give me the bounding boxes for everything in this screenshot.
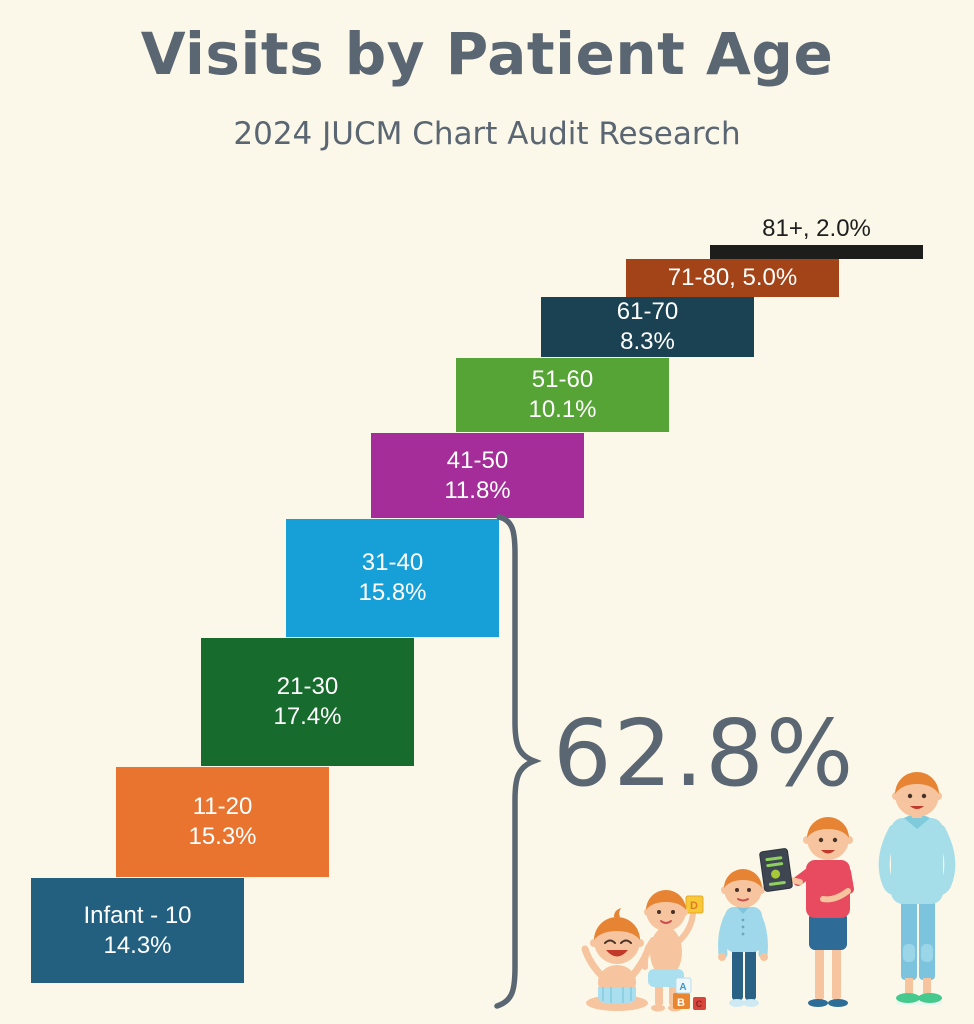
toddler-icon: D B A C <box>641 890 706 1012</box>
bar-value-label: 8.3% <box>620 328 675 355</box>
bar-21-30: 21-30 17.4% <box>201 638 414 766</box>
bar-value-label: 15.3% <box>188 823 257 850</box>
svg-text:B: B <box>677 997 685 1009</box>
bar-71-80-5-0: 71-80, 5.0% <box>626 259 839 297</box>
bar-category-label: 51-60 <box>531 366 594 393</box>
bar-infant-10: Infant - 10 14.3% <box>31 878 244 983</box>
bar-value-label: 15.8% <box>358 579 427 606</box>
adult-icon <box>878 772 956 1005</box>
bar-value-label: 17.4% <box>273 703 342 730</box>
bar-category-label: 21-30 <box>276 673 339 700</box>
bar-category-label: 61-70 <box>616 298 679 325</box>
bar-value-label: 14.3% <box>103 931 172 959</box>
bar-combined-label-above: 81+, 2.0% <box>762 215 871 242</box>
bar-11-20: 11-20 15.3% <box>116 767 329 877</box>
bar-category-label: 11-20 <box>192 793 253 820</box>
bar-category-label: Infant - 10 <box>83 901 192 929</box>
page-subtitle: 2024 JUCM Chart Audit Research <box>233 116 741 152</box>
bar-61-70: 61-70 8.3% <box>541 297 754 357</box>
svg-text:D: D <box>690 900 698 912</box>
svg-text:A: A <box>679 982 686 993</box>
svg-text:C: C <box>696 999 703 1009</box>
tablet-icon <box>759 848 793 892</box>
growth-stages-illustration: D B A C <box>581 772 956 1012</box>
bar-combined-label: 71-80, 5.0% <box>667 264 798 291</box>
bar-value-label: 11.8% <box>444 476 511 504</box>
bar-category-label: 41-50 <box>446 446 509 474</box>
bar-value-label: 10.1% <box>528 396 597 423</box>
teen-icon <box>759 817 854 1007</box>
bar-41-50: 41-50 11.8% <box>371 433 584 518</box>
child-icon <box>718 869 768 1007</box>
baby-icon <box>581 908 653 1011</box>
bar-51-60: 51-60 10.1% <box>456 358 669 432</box>
bar-81-2-0 <box>710 245 923 259</box>
bar-category-label: 31-40 <box>361 549 424 576</box>
bar-31-40: 31-40 15.8% <box>286 519 499 637</box>
curly-brace <box>494 514 542 1009</box>
grouped-total-percentage: 62.8% <box>553 700 856 807</box>
page-title: Visits by Patient Age <box>140 20 834 88</box>
